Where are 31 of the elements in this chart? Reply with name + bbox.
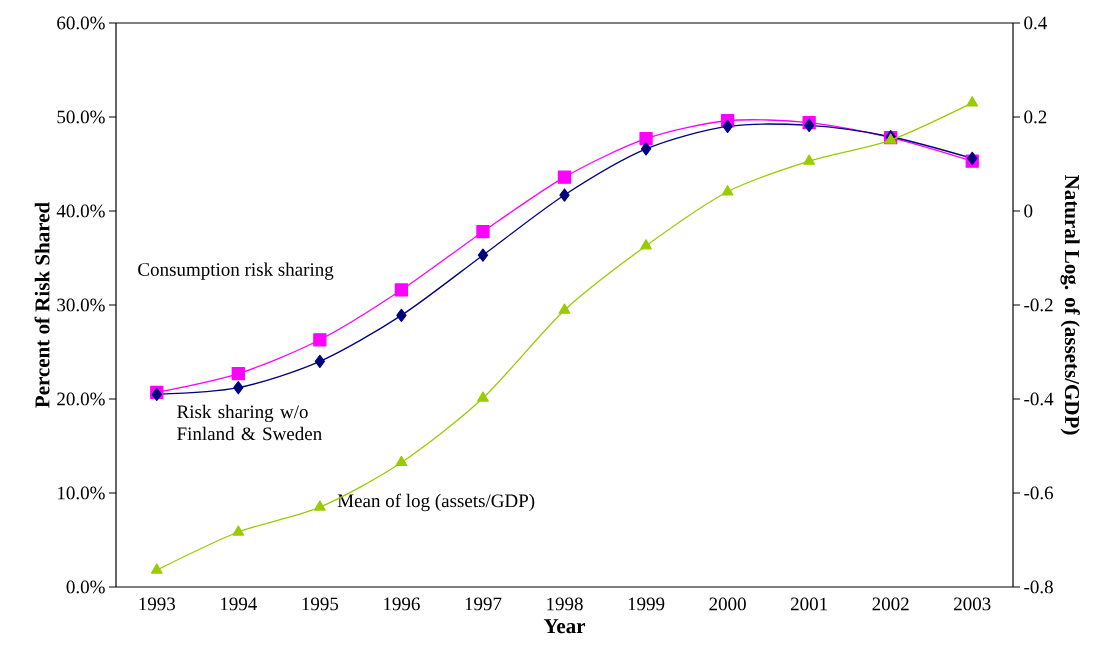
y-tick-label: 0.0% [66, 580, 105, 594]
y2-tick-label: 0 [1024, 204, 1033, 218]
y2-tick-label: -0.8 [1024, 580, 1053, 594]
y-tick-label: 50.0% [57, 110, 105, 124]
x-tick-label: 1994 [220, 597, 258, 611]
x-tick-label: 1993 [139, 597, 176, 611]
x-tick-label: 1997 [465, 597, 502, 611]
x-tick-label: 2001 [790, 597, 827, 611]
x-tick-label: 1999 [628, 597, 665, 611]
x-tick-label: 2002 [872, 597, 909, 611]
text: Consumption risk sharing [138, 262, 334, 280]
y2-tick-label: -0.4 [1024, 392, 1054, 406]
y2-tick-label: -0.6 [1024, 486, 1054, 500]
y2-tick-label: -0.2 [1024, 298, 1053, 312]
x-tick-label: 2003 [954, 597, 991, 611]
y-tick-label: 30.0% [57, 298, 105, 312]
y2-tick-label: 0.2 [1024, 110, 1047, 124]
y-axis-title: Percent of Risk Shared [34, 202, 50, 408]
y2-axis-title: Natural Log. of (assets/GDP) [1060, 175, 1080, 435]
series-label: Mean of log (assets/GDP) [337, 493, 535, 512]
series-label: Risk sharing w/o Finland & Sweden [177, 404, 322, 441]
y-tick-label: 20.0% [57, 392, 105, 406]
y2-tick-label: 0.4 [1024, 16, 1047, 30]
x-tick-label: 2000 [709, 597, 746, 611]
x-tick-label: 1998 [547, 597, 583, 611]
x-axis-title: Year [543, 619, 586, 634]
y-tick-label: 60.0% [57, 16, 105, 30]
y-tick-label: 40.0% [56, 204, 105, 218]
x-tick-label: 1996 [384, 597, 420, 611]
y-tick-label: 10.0% [58, 486, 105, 500]
x-tick-label: 1995 [302, 597, 339, 611]
